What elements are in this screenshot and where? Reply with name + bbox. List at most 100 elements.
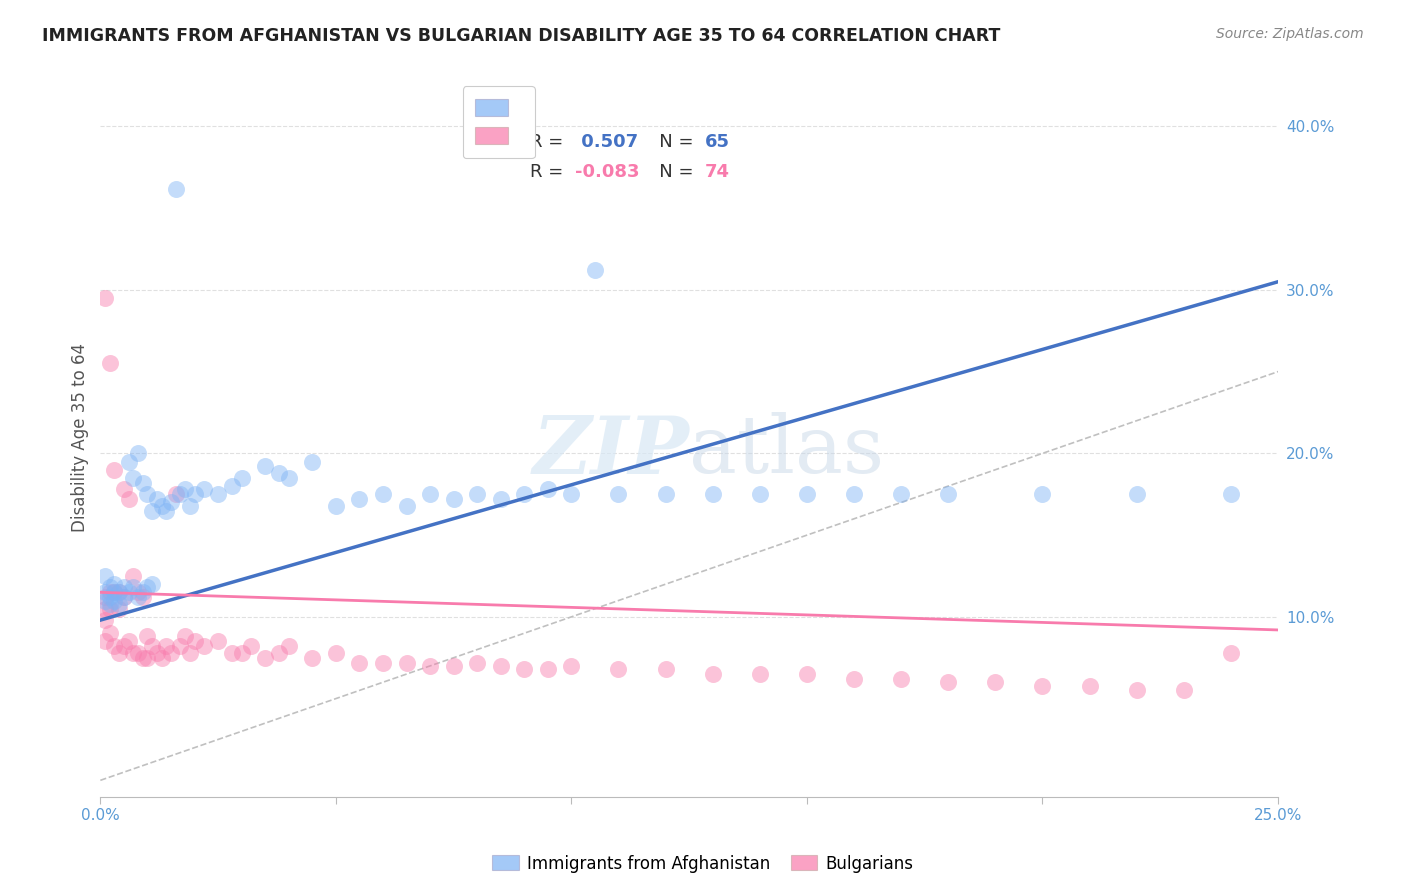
Point: [301, 454, 323, 468]
Point: [165, 181, 187, 195]
Point: [489, 659, 512, 673]
Point: [117, 634, 139, 648]
Point: [141, 503, 163, 517]
Point: [169, 640, 191, 654]
Point: [108, 585, 131, 599]
Point: [146, 492, 169, 507]
Point: [1219, 646, 1241, 660]
Point: [179, 499, 201, 513]
Point: [654, 487, 676, 501]
Point: [325, 646, 347, 660]
Point: [254, 459, 277, 474]
Text: Source: ZipAtlas.com: Source: ZipAtlas.com: [1216, 27, 1364, 41]
Point: [607, 487, 630, 501]
Text: R =: R =: [530, 133, 569, 151]
Point: [537, 662, 560, 676]
Point: [254, 650, 277, 665]
Point: [112, 483, 135, 497]
Point: [103, 640, 125, 654]
Text: 65: 65: [704, 133, 730, 151]
Point: [103, 463, 125, 477]
Point: [443, 659, 465, 673]
Point: [560, 659, 582, 673]
Point: [207, 487, 229, 501]
Text: N =: N =: [643, 133, 699, 151]
Point: [169, 487, 191, 501]
Point: [395, 499, 418, 513]
Point: [108, 646, 131, 660]
Point: [122, 569, 145, 583]
Point: [94, 585, 117, 599]
Point: [193, 640, 215, 654]
Point: [94, 569, 117, 583]
Point: [94, 591, 117, 605]
Point: [395, 656, 418, 670]
Point: [513, 662, 536, 676]
Legend: , : ,: [463, 87, 534, 159]
Point: [654, 662, 676, 676]
Point: [193, 483, 215, 497]
Point: [112, 640, 135, 654]
Point: [94, 291, 117, 305]
Text: atlas: atlas: [689, 412, 884, 491]
Point: [702, 667, 724, 681]
Point: [127, 646, 149, 660]
Point: [112, 581, 135, 595]
Point: [132, 585, 155, 599]
Point: [98, 626, 121, 640]
Point: [117, 492, 139, 507]
Point: [890, 487, 912, 501]
Point: [127, 446, 149, 460]
Point: [936, 675, 959, 690]
Point: [231, 646, 253, 660]
Point: [112, 591, 135, 605]
Point: [160, 495, 183, 509]
Point: [174, 630, 197, 644]
Point: [132, 591, 155, 605]
Point: [103, 593, 125, 607]
Point: [98, 597, 121, 611]
Point: [1219, 487, 1241, 501]
Point: [1078, 679, 1101, 693]
Text: 74: 74: [704, 163, 730, 181]
Point: [94, 634, 117, 648]
Point: [103, 577, 125, 591]
Point: [207, 634, 229, 648]
Point: [155, 503, 177, 517]
Point: [136, 487, 159, 501]
Point: [465, 487, 488, 501]
Point: [537, 483, 560, 497]
Text: R =: R =: [530, 163, 569, 181]
Point: [112, 591, 135, 605]
Point: [842, 672, 865, 686]
Point: [94, 593, 117, 607]
Point: [98, 591, 121, 605]
Point: [98, 585, 121, 599]
Point: [560, 487, 582, 501]
Point: [155, 640, 177, 654]
Point: [146, 646, 169, 660]
Point: [136, 630, 159, 644]
Point: [132, 650, 155, 665]
Point: [1125, 683, 1147, 698]
Point: [141, 640, 163, 654]
Point: [231, 471, 253, 485]
Point: [240, 640, 263, 654]
Point: [141, 577, 163, 591]
Point: [325, 499, 347, 513]
Point: [465, 656, 488, 670]
Point: [117, 585, 139, 599]
Y-axis label: Disability Age 35 to 64: Disability Age 35 to 64: [72, 343, 89, 532]
Text: ZIP: ZIP: [533, 413, 689, 491]
Point: [122, 581, 145, 595]
Point: [117, 454, 139, 468]
Point: [136, 650, 159, 665]
Point: [607, 662, 630, 676]
Point: [842, 487, 865, 501]
Point: [301, 650, 323, 665]
Point: [349, 492, 371, 507]
Text: IMMIGRANTS FROM AFGHANISTAN VS BULGARIAN DISABILITY AGE 35 TO 64 CORRELATION CHA: IMMIGRANTS FROM AFGHANISTAN VS BULGARIAN…: [42, 27, 1001, 45]
Point: [269, 646, 291, 660]
Point: [890, 672, 912, 686]
Point: [98, 581, 121, 595]
